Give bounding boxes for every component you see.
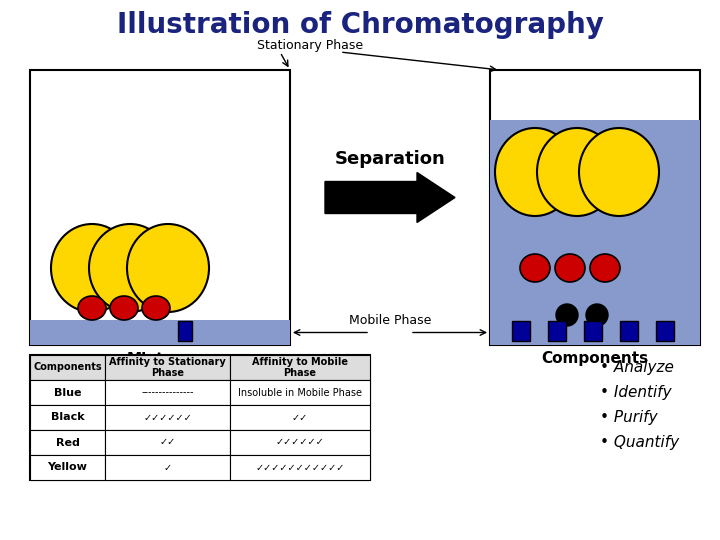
Text: • Quantify: • Quantify: [600, 435, 679, 450]
Text: • Analyze: • Analyze: [600, 360, 674, 375]
Bar: [178, 321, 192, 341]
Bar: [230, 430, 370, 455]
Bar: [584, 321, 602, 341]
Ellipse shape: [89, 224, 171, 312]
Text: Affinity to Mobile
Phase: Affinity to Mobile Phase: [252, 357, 348, 379]
Text: • Identify: • Identify: [600, 385, 672, 400]
Text: Components: Components: [541, 352, 649, 367]
Text: Affinity to Stationary
Phase: Affinity to Stationary Phase: [109, 357, 226, 379]
Circle shape: [556, 304, 578, 326]
Bar: [230, 405, 370, 430]
Text: • Purify: • Purify: [600, 410, 657, 425]
Bar: [548, 321, 566, 341]
Bar: [30, 355, 370, 480]
Bar: [105, 455, 230, 480]
Text: Stationary Phase: Stationary Phase: [257, 39, 363, 52]
Ellipse shape: [78, 296, 106, 320]
Text: Illustration of Chromatography: Illustration of Chromatography: [117, 11, 603, 39]
Bar: [30, 355, 105, 380]
Ellipse shape: [142, 296, 170, 320]
Ellipse shape: [495, 128, 575, 216]
Text: Insoluble in Mobile Phase: Insoluble in Mobile Phase: [238, 388, 362, 397]
Bar: [30, 430, 105, 455]
Bar: [230, 455, 370, 480]
Text: Blue: Blue: [54, 388, 81, 397]
Text: Separation: Separation: [335, 151, 446, 168]
Ellipse shape: [51, 224, 133, 312]
Text: ✓: ✓: [163, 462, 171, 472]
Circle shape: [586, 304, 608, 326]
Bar: [512, 321, 530, 341]
Ellipse shape: [520, 254, 550, 282]
Ellipse shape: [555, 254, 585, 282]
Bar: [30, 380, 105, 405]
Bar: [490, 120, 700, 345]
Bar: [30, 70, 290, 345]
Bar: [230, 380, 370, 405]
FancyArrow shape: [325, 172, 455, 222]
Text: Yellow: Yellow: [48, 462, 87, 472]
Text: ✓✓: ✓✓: [292, 413, 308, 422]
Text: Mobile Phase: Mobile Phase: [348, 314, 431, 327]
Text: Red: Red: [55, 437, 79, 448]
Bar: [30, 405, 105, 430]
Text: Mixture: Mixture: [127, 352, 193, 367]
Bar: [656, 321, 674, 341]
Text: ---------------: ---------------: [141, 388, 194, 397]
Ellipse shape: [537, 128, 617, 216]
Text: ✓✓✓✓✓✓✓✓✓✓✓: ✓✓✓✓✓✓✓✓✓✓✓: [256, 462, 345, 472]
Bar: [490, 70, 700, 345]
Bar: [105, 380, 230, 405]
Ellipse shape: [127, 224, 209, 312]
Bar: [30, 455, 105, 480]
Bar: [230, 355, 370, 380]
Ellipse shape: [110, 296, 138, 320]
Text: ✓✓: ✓✓: [159, 437, 176, 448]
Ellipse shape: [579, 128, 659, 216]
Text: ✓✓✓✓✓✓: ✓✓✓✓✓✓: [276, 437, 325, 448]
Bar: [30, 320, 290, 345]
Bar: [105, 430, 230, 455]
Bar: [105, 355, 230, 380]
Ellipse shape: [590, 254, 620, 282]
Bar: [105, 405, 230, 430]
Bar: [620, 321, 638, 341]
Text: Components: Components: [33, 362, 102, 373]
Text: Black: Black: [50, 413, 84, 422]
Text: ✓✓✓✓✓✓: ✓✓✓✓✓✓: [143, 413, 192, 422]
